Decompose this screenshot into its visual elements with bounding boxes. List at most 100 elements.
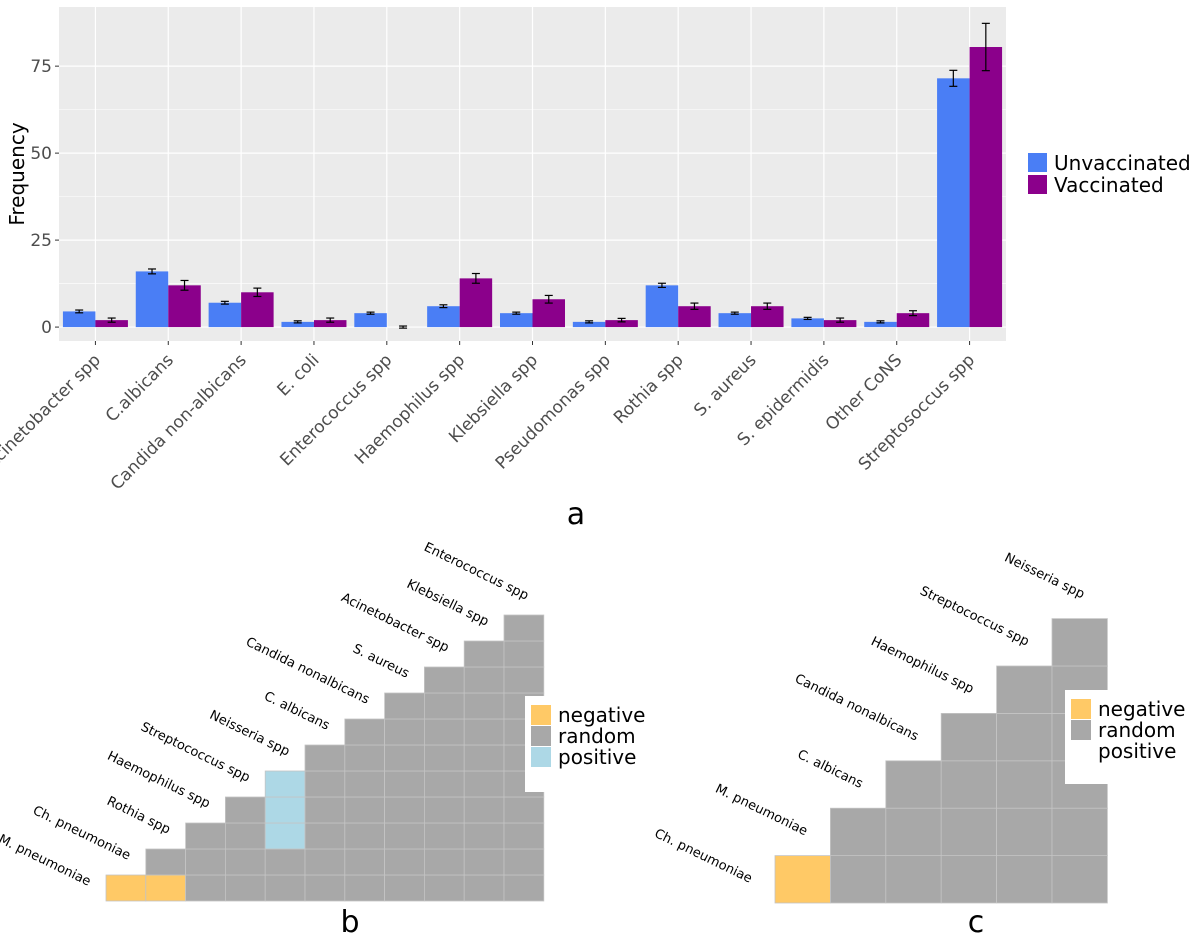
cell-random: [463, 848, 505, 876]
label-c-albicans: C. albicans: [262, 689, 333, 734]
cell-random: [463, 796, 505, 824]
cell-random: [940, 713, 998, 762]
cell-negative: [145, 874, 187, 902]
cell-random: [344, 744, 385, 772]
bar-unvaccinated-acinetobacter-spp: [62, 311, 96, 328]
error-bar-unvaccinated-c-albicans: [148, 268, 157, 275]
error-bar-unvaccinated-enterococcus-spp: [366, 311, 375, 315]
cell-random: [830, 855, 887, 904]
cell-random: [344, 796, 385, 824]
cell-random: [344, 874, 385, 902]
label-neisseria-spp: Neisseria spp: [207, 708, 292, 760]
cell-random: [384, 874, 425, 902]
cell-random: [384, 848, 425, 876]
cell-random: [463, 692, 505, 720]
error-bar-unvaccinated-s-aureus: [730, 311, 739, 315]
panel-label-b: b: [340, 905, 359, 940]
cell-random: [344, 848, 385, 876]
error-bar-vaccinated-rothia-spp: [690, 302, 699, 310]
cell-random: [463, 822, 505, 850]
bar-unvaccinated-s-aureus: [718, 313, 752, 328]
y-tick-label: 25: [30, 231, 52, 251]
bar-unvaccinated-e-coli: [281, 321, 314, 328]
y-tick-label: 0: [41, 318, 52, 338]
error-bar-vaccinated-candida-non-albicans: [253, 287, 262, 298]
cell-random: [423, 796, 465, 824]
cell-random: [463, 874, 505, 902]
cell-random: [185, 848, 226, 876]
error-bar-unvaccinated-e-coli: [293, 320, 302, 324]
label-ch-pneumoniae: Ch. pneumoniae: [652, 826, 755, 886]
legend-swatch-random: [1071, 720, 1091, 740]
bar-unvaccinated-haemophilus-spp: [427, 306, 460, 328]
error-bar-unvaccinated-rothia-spp: [657, 282, 666, 289]
bar-unvaccinated-rothia-spp: [645, 285, 679, 328]
legend-swatch-positive: [531, 747, 551, 767]
cell-random: [463, 640, 505, 668]
cell-random: [830, 807, 887, 857]
legend-label-random: random: [1098, 718, 1176, 742]
cell-random: [503, 796, 545, 824]
cell-positive: [264, 822, 306, 850]
bar-chart-panel-a: 0 25 50 75 Acinetobacter sppC.albicansCandi…: [0, 7, 1191, 532]
label-m-pneumoniae: M. pneumoniae: [713, 782, 810, 840]
error-bar-vaccinated-haemophilus-spp: [471, 272, 480, 284]
bar-unvaccinated-other-cons: [864, 321, 897, 328]
error-bar-vaccinated-c-albicans: [180, 279, 189, 291]
cell-random: [185, 874, 226, 902]
cell-random: [996, 760, 1053, 809]
bars: [62, 47, 1003, 328]
cell-random: [224, 796, 266, 824]
label-klebsiella-spp: Klebsiella spp: [404, 577, 491, 630]
cell-random: [224, 848, 266, 876]
cell-random: [384, 718, 425, 746]
error-bar-vaccinated-other-cons: [908, 310, 917, 317]
error-bar-unvaccinated-haemophilus-spp: [439, 304, 448, 309]
error-bar-vaccinated-streptosoccus-spp: [981, 22, 990, 72]
cell-random: [304, 796, 346, 824]
cell-random: [304, 848, 346, 876]
cell-random: [304, 874, 346, 902]
cell-random: [423, 718, 465, 746]
label-neisseria-spp: Neisseria spp: [1002, 550, 1087, 602]
error-bar-vaccinated-s-aureus: [763, 302, 772, 310]
cell-random: [503, 614, 545, 642]
cell-random: [503, 640, 545, 668]
bar-vaccinated-other-cons: [896, 313, 930, 328]
label-s-aureus: S. aureus: [350, 641, 411, 681]
cell-random: [384, 796, 425, 824]
y-axis: 0 25 50 75: [30, 57, 59, 338]
x-tick-label: Acinetobacter spp: [0, 350, 105, 473]
bar-unvaccinated-streptosoccus-spp: [937, 78, 970, 328]
cell-random: [344, 770, 385, 798]
legend-label-negative: negative: [1098, 697, 1185, 721]
bar-vaccinated-haemophilus-spp: [459, 278, 493, 328]
legend-label-unvaccinated: Unvaccinated: [1054, 151, 1191, 175]
legend-label-negative: negative: [558, 703, 645, 727]
cell-random: [463, 744, 505, 772]
error-bar-unvaccinated-pseudomonas-spp: [585, 320, 594, 324]
error-bar-vaccinated-e-coli: [326, 317, 335, 323]
error-bar-vaccinated-s-epidermidis: [836, 317, 845, 323]
cell-random: [344, 822, 385, 850]
cell-random: [384, 822, 425, 850]
label-rothia-spp: Rothia spp: [104, 794, 172, 838]
label-candida-nonalbicans: Candida nonalbicans: [792, 672, 921, 745]
heatmap-cells: [774, 618, 1108, 904]
cell-random: [423, 692, 465, 720]
label-m-pneumoniae: M. pneumoniae: [0, 832, 93, 890]
cell-random: [996, 807, 1053, 857]
bar-vaccinated-s-epidermidis: [823, 320, 857, 328]
error-bar-vaccinated-acinetobacter-spp: [107, 317, 116, 323]
x-tick-label: C.albicans: [102, 350, 178, 426]
cell-random: [940, 760, 998, 809]
bar-unvaccinated-enterococcus-spp: [354, 313, 387, 328]
panel-label-c: c: [968, 905, 985, 940]
legend-swatch-random: [531, 726, 551, 746]
cell-random: [503, 666, 545, 694]
cell-random: [384, 744, 425, 772]
